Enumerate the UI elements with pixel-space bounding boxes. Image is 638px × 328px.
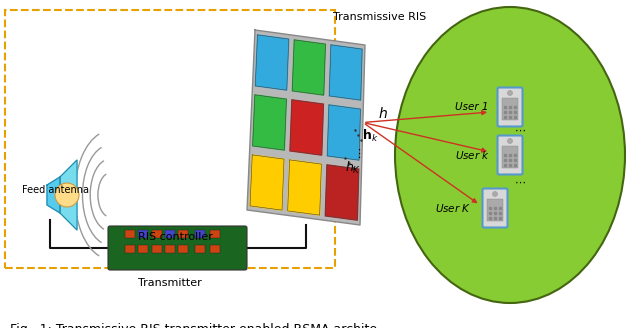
Text: Feed antenna: Feed antenna [22, 185, 89, 195]
Bar [5, 10, 335, 268]
Bar [165, 230, 175, 238]
Bar [138, 245, 148, 253]
Bar [210, 245, 220, 253]
FancyBboxPatch shape [498, 88, 523, 127]
Polygon shape [255, 35, 289, 90]
Text: $h_K$: $h_K$ [345, 160, 361, 176]
Bar [165, 245, 175, 253]
Text: $\cdots$: $\cdots$ [514, 177, 526, 187]
Polygon shape [325, 165, 359, 220]
Text: Transmissive RIS: Transmissive RIS [334, 12, 427, 22]
Circle shape [507, 138, 512, 144]
Bar [487, 199, 503, 221]
Polygon shape [247, 30, 365, 225]
Bar [178, 245, 188, 253]
Bar [210, 230, 220, 238]
Polygon shape [329, 45, 362, 100]
Bar [502, 98, 518, 120]
Polygon shape [327, 105, 360, 160]
FancyBboxPatch shape [108, 226, 247, 270]
Ellipse shape [395, 7, 625, 303]
Bar [195, 245, 205, 253]
Bar [195, 230, 205, 238]
Polygon shape [292, 40, 325, 95]
Text: Transmitter: Transmitter [138, 278, 202, 288]
FancyBboxPatch shape [482, 189, 507, 228]
Text: $\mathbf{h}_k$: $\mathbf{h}_k$ [362, 128, 378, 144]
Bar [125, 245, 135, 253]
Text: $\cdots$: $\cdots$ [514, 125, 526, 135]
Bar [125, 230, 135, 238]
Bar [502, 146, 518, 168]
Bar [152, 245, 162, 253]
Circle shape [507, 91, 512, 95]
Circle shape [55, 183, 79, 207]
FancyBboxPatch shape [498, 135, 523, 174]
Polygon shape [47, 177, 60, 213]
Text: User 1: User 1 [455, 102, 489, 112]
Bar [152, 230, 162, 238]
Polygon shape [250, 155, 284, 210]
Polygon shape [60, 160, 77, 230]
Circle shape [493, 192, 498, 196]
Text: User $K$: User $K$ [435, 202, 471, 214]
Polygon shape [290, 100, 323, 155]
Polygon shape [253, 95, 286, 150]
Text: Fig.  1: Transmissive RIS transmitter enabled RSMA archite...: Fig. 1: Transmissive RIS transmitter ena… [10, 323, 389, 328]
Bar [178, 230, 188, 238]
Text: $h$: $h$ [378, 106, 388, 120]
Text: $\vdots$: $\vdots$ [353, 147, 361, 159]
Polygon shape [288, 160, 322, 215]
Bar [138, 230, 148, 238]
Text: RIS controller: RIS controller [138, 232, 212, 242]
Text: User $k$: User $k$ [455, 149, 490, 161]
